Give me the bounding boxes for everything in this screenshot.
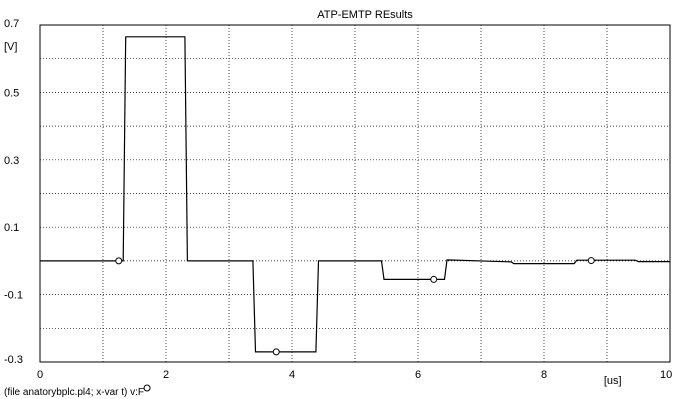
y-tick-label: 0.5 — [4, 87, 19, 99]
series-marker — [115, 257, 123, 265]
series-line — [40, 36, 670, 353]
x-tick-label: 0 — [37, 369, 43, 381]
chart-title: ATP-EMTP REsults — [317, 9, 413, 21]
y-tick-label: -0.3 — [4, 354, 23, 366]
x-tick-labels: 0 2 4 6 8 10 — [37, 369, 672, 381]
y-tick-label: 0.3 — [4, 155, 19, 167]
series-marker — [272, 348, 280, 356]
grid-lines — [40, 25, 670, 362]
series-marker — [587, 257, 595, 265]
y-tick-label: -0.1 — [4, 290, 23, 302]
footer-text: (file anatorybplc.pl4; x-var t) v:F — [4, 387, 144, 398]
x-tick-label: 6 — [415, 369, 421, 381]
x-axis-label: [us] — [604, 375, 622, 387]
x-tick-label: 4 — [289, 369, 295, 381]
x-tick-label: 2 — [163, 369, 169, 381]
x-tick-label: 10 — [660, 369, 672, 381]
y-tick-labels: 0.7 0.5 0.3 0.1 -0.1 -0.3 — [4, 18, 23, 366]
series-layer — [40, 36, 670, 356]
footer-series-marker — [143, 384, 151, 392]
y-tick-label: 0.7 — [4, 18, 19, 30]
plot-frame — [39, 24, 671, 363]
footer: (file anatorybplc.pl4; x-var t) v:F — [4, 384, 151, 398]
y-tick-label: 0.1 — [4, 222, 19, 234]
series-marker — [430, 275, 438, 283]
y-axis-label: [V] — [4, 41, 17, 53]
x-tick-label: 8 — [541, 369, 547, 381]
